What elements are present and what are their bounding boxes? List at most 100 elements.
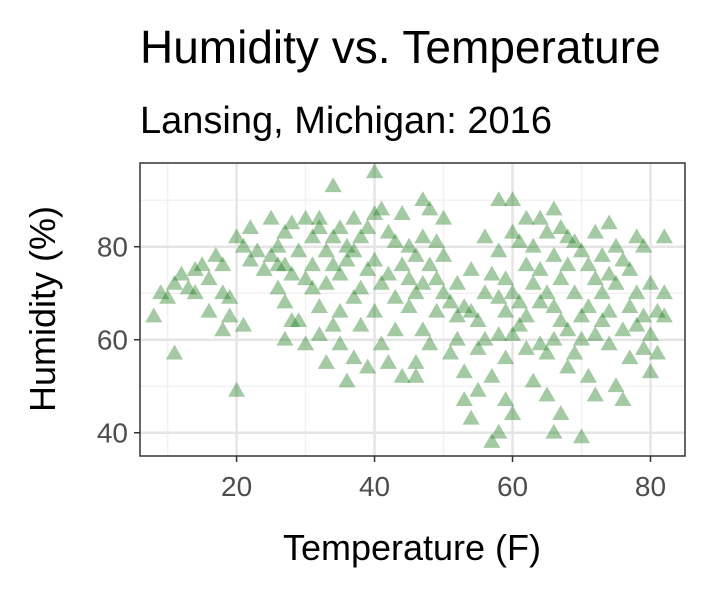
data-point	[331, 265, 349, 281]
data-point	[276, 223, 294, 239]
data-point	[414, 274, 432, 290]
data-point	[317, 274, 335, 290]
data-point	[366, 163, 384, 179]
data-point	[641, 326, 660, 341]
data-point	[600, 335, 618, 351]
data-point	[579, 256, 597, 272]
data-point	[586, 386, 604, 402]
data-point	[221, 288, 239, 304]
data-point	[283, 312, 301, 327]
data-point	[497, 391, 515, 407]
chart-title: Humidity vs. Temperature	[140, 21, 661, 73]
data-point	[538, 223, 556, 239]
data-point	[366, 302, 384, 318]
data-point	[614, 251, 632, 267]
data-point	[262, 247, 280, 262]
data-point	[510, 293, 528, 309]
x-tick-label: 60	[497, 471, 528, 502]
data-point	[338, 251, 356, 267]
data-point	[490, 288, 508, 304]
data-point	[517, 307, 535, 323]
data-point	[607, 377, 625, 393]
data-point	[545, 200, 563, 216]
x-axis: 20 40 60 80	[221, 456, 666, 502]
data-point	[324, 256, 342, 272]
data-point	[503, 284, 522, 300]
plot-panel	[139, 162, 686, 457]
data-point	[538, 386, 556, 402]
data-point	[297, 209, 315, 225]
data-point	[531, 209, 549, 225]
data-point	[469, 340, 487, 355]
data-point	[503, 405, 522, 420]
data-point	[421, 335, 439, 351]
data-point	[366, 205, 384, 221]
data-point	[462, 409, 480, 425]
data-point	[655, 284, 673, 300]
data-point	[283, 265, 301, 281]
data-point	[386, 321, 404, 337]
data-point	[345, 242, 363, 258]
data-point	[566, 233, 584, 248]
data-point	[552, 219, 570, 234]
data-point	[400, 237, 418, 253]
data-point	[290, 312, 308, 327]
data-point	[434, 209, 453, 225]
data-point	[359, 260, 377, 276]
data-point	[469, 381, 487, 397]
data-point	[379, 223, 397, 239]
data-point	[517, 209, 535, 225]
data-point	[283, 214, 301, 230]
y-tick-label: 40	[97, 418, 128, 449]
data-point	[572, 242, 591, 258]
data-point	[324, 228, 342, 244]
data-point	[200, 270, 218, 286]
data-point	[221, 307, 239, 323]
data-point	[455, 298, 473, 314]
data-point	[228, 228, 246, 244]
data-point	[338, 237, 356, 253]
data-point	[359, 358, 377, 374]
data-point	[462, 302, 480, 318]
data-point	[621, 298, 639, 314]
data-point	[559, 358, 577, 374]
data-point	[428, 302, 446, 318]
data-point	[214, 321, 232, 337]
data-point	[276, 256, 294, 272]
data-point	[579, 367, 597, 383]
data-point	[276, 330, 294, 346]
data-point	[269, 237, 287, 253]
data-point	[345, 349, 363, 365]
data-point	[545, 423, 563, 439]
data-point	[559, 256, 577, 272]
data-point	[186, 284, 204, 300]
data-point	[379, 265, 397, 281]
data-point	[566, 284, 584, 300]
data-point	[600, 302, 618, 318]
data-point	[655, 228, 673, 244]
data-point	[614, 321, 632, 337]
data-point	[234, 316, 253, 332]
data-point	[510, 233, 528, 248]
data-point	[241, 251, 259, 267]
data-point	[186, 260, 204, 276]
data-point	[483, 367, 501, 383]
data-point	[593, 312, 611, 327]
data-point	[648, 302, 666, 318]
data-point	[572, 307, 591, 323]
data-point	[407, 367, 425, 383]
y-axis: 40 60 80	[97, 232, 140, 449]
data-point	[393, 205, 411, 221]
data-point	[165, 274, 184, 290]
data-point	[490, 191, 508, 207]
data-point	[393, 367, 411, 383]
data-point	[400, 298, 418, 314]
data-point	[338, 372, 356, 388]
data-point	[552, 270, 570, 286]
data-point	[407, 284, 425, 300]
data-point	[490, 242, 508, 258]
data-point	[407, 247, 425, 262]
plot-background	[140, 163, 685, 456]
data-point	[517, 340, 535, 355]
